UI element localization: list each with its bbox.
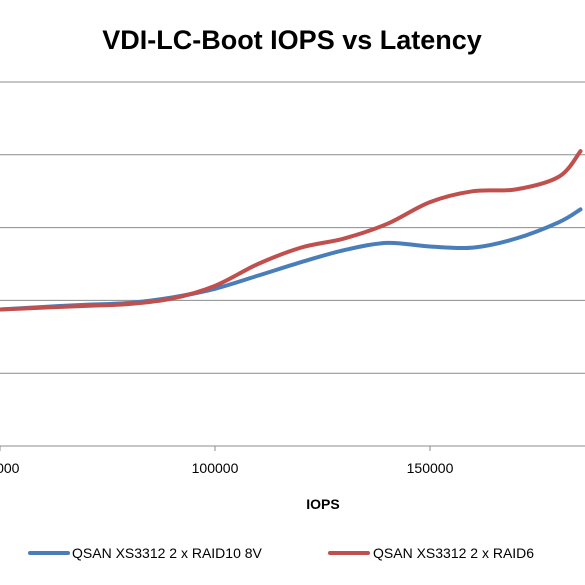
grid-lines: [0, 81, 585, 374]
x-tick-label: 150000: [407, 460, 454, 476]
legend-label-2: QSAN XS3312 2 x RAID6: [373, 545, 534, 561]
legend: QSAN XS3312 2 x RAID10 8V QSAN XS3312 2 x…: [28, 545, 534, 561]
x-tick-label: 100000: [192, 460, 239, 476]
x-tick-label: 50000: [0, 460, 20, 476]
chart-title: VDI-LC-Boot IOPS vs Latency: [102, 25, 482, 55]
x-axis: 50000 100000 150000: [0, 445, 585, 476]
x-axis-label: IOPS: [306, 496, 339, 512]
series-lines: [0, 149, 583, 312]
series-line-1: [0, 207, 583, 312]
legend-label-1: QSAN XS3312 2 x RAID10 8V: [72, 545, 263, 561]
series-line-2: [0, 149, 583, 312]
